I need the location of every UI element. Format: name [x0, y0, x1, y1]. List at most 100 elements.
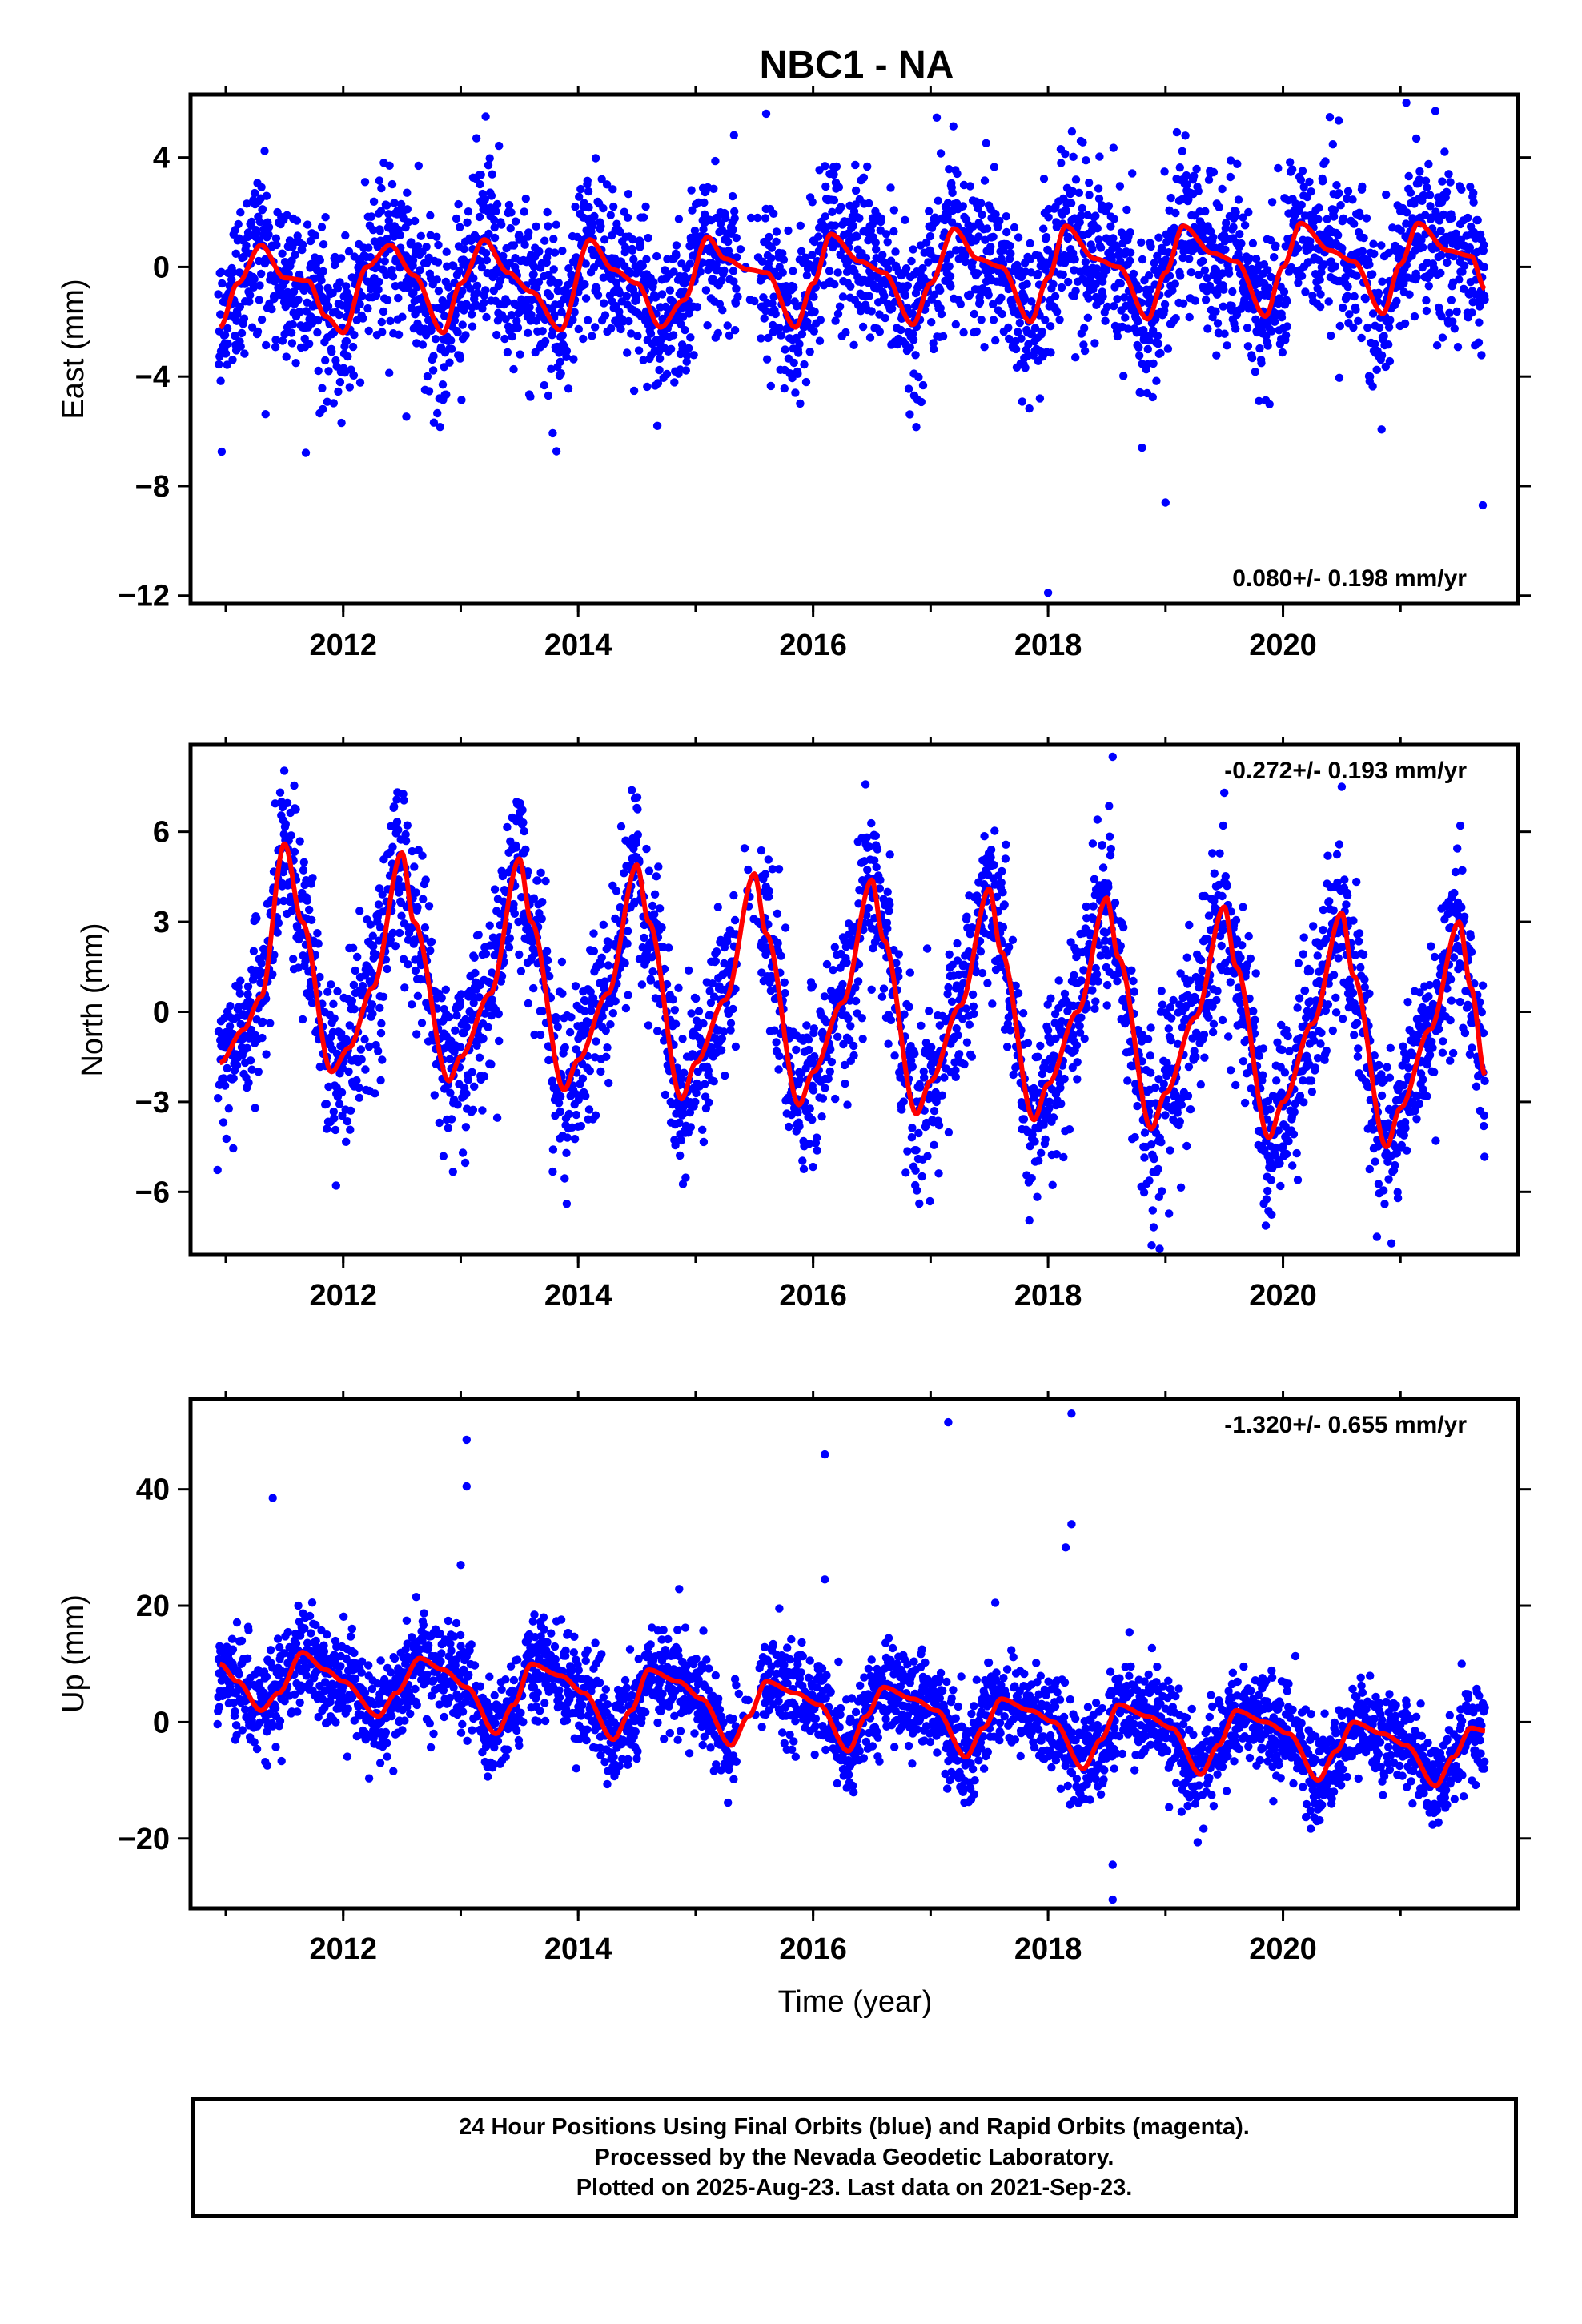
data-point	[278, 336, 287, 345]
data-point	[225, 1022, 235, 1031]
data-point	[857, 1014, 867, 1023]
data-point	[1224, 269, 1234, 278]
data-point	[732, 284, 741, 293]
data-point	[641, 202, 650, 211]
data-point	[1279, 287, 1289, 296]
data-point	[602, 1052, 611, 1062]
data-point	[298, 1015, 307, 1024]
data-point	[729, 131, 738, 139]
data-point	[455, 267, 464, 275]
data-point	[1168, 286, 1177, 295]
data-point	[1447, 296, 1456, 304]
data-point	[1163, 344, 1173, 353]
data-point	[411, 966, 420, 975]
data-point	[410, 216, 420, 226]
data-point	[831, 1094, 840, 1104]
data-point	[596, 960, 605, 969]
data-point	[549, 235, 558, 243]
data-point	[1257, 359, 1266, 368]
data-point	[864, 903, 873, 913]
data-point	[327, 980, 335, 989]
data-point	[966, 290, 974, 299]
data-point	[841, 1079, 849, 1088]
data-point	[768, 865, 777, 874]
data-point	[959, 180, 969, 190]
data-point	[364, 1042, 374, 1051]
data-point	[1469, 198, 1478, 207]
data-point	[1219, 285, 1228, 294]
data-point	[1184, 195, 1193, 204]
data-point	[423, 372, 432, 381]
data-point	[729, 891, 738, 900]
outlier-point	[1161, 498, 1170, 507]
data-point	[687, 1009, 696, 1018]
data-point	[849, 1041, 858, 1051]
data-point	[1457, 185, 1466, 194]
data-point	[388, 842, 397, 851]
data-point	[861, 780, 870, 789]
data-point	[1126, 256, 1134, 265]
data-point	[989, 300, 998, 308]
data-point	[829, 170, 838, 179]
data-point	[558, 331, 567, 340]
data-point	[1371, 340, 1379, 348]
data-point	[644, 233, 652, 243]
data-point	[521, 194, 530, 203]
data-point	[1264, 283, 1274, 292]
data-point	[809, 327, 818, 336]
outlier-point	[1402, 99, 1411, 107]
data-point	[820, 992, 829, 1001]
data-point	[1083, 211, 1092, 219]
data-point	[257, 183, 266, 191]
data-point	[982, 139, 990, 147]
data-point	[1153, 332, 1162, 340]
data-point	[1077, 211, 1086, 220]
data-point	[980, 343, 989, 352]
data-point	[867, 985, 876, 995]
data-point	[1424, 282, 1434, 291]
data-point	[335, 1100, 344, 1108]
data-point	[591, 154, 600, 163]
data-point	[912, 423, 921, 432]
data-point	[472, 1041, 481, 1051]
data-point	[234, 219, 243, 229]
data-point	[1226, 172, 1235, 182]
data-point	[330, 1114, 339, 1123]
data-point	[1306, 237, 1315, 246]
data-point	[634, 346, 644, 355]
data-point	[1005, 334, 1014, 344]
data-point	[529, 983, 538, 993]
data-point	[314, 366, 323, 376]
data-point	[400, 796, 408, 805]
data-point	[261, 410, 270, 419]
data-point	[750, 296, 759, 306]
data-point	[1160, 306, 1169, 315]
data-point	[435, 1118, 444, 1128]
outlier-point	[1138, 443, 1146, 452]
data-point	[930, 344, 938, 354]
data-point	[859, 173, 869, 182]
data-point	[767, 254, 776, 263]
data-point	[616, 289, 624, 298]
data-point	[506, 224, 515, 233]
data-point	[503, 348, 512, 357]
data-point	[802, 1021, 811, 1030]
data-point	[1335, 189, 1343, 198]
data-point	[723, 321, 732, 330]
data-point	[343, 1037, 351, 1046]
data-point	[525, 303, 534, 312]
data-point	[404, 960, 412, 969]
data-point	[475, 1053, 484, 1062]
data-point	[851, 186, 861, 195]
data-point	[789, 283, 798, 292]
data-point	[572, 1110, 580, 1120]
data-point	[379, 992, 388, 1002]
data-point	[1328, 140, 1338, 149]
data-point	[314, 316, 323, 325]
data-point	[865, 842, 873, 851]
data-point	[548, 1076, 557, 1085]
data-point	[262, 1050, 271, 1059]
data-point	[451, 1026, 460, 1035]
data-point	[700, 198, 709, 207]
data-point	[1405, 290, 1414, 299]
